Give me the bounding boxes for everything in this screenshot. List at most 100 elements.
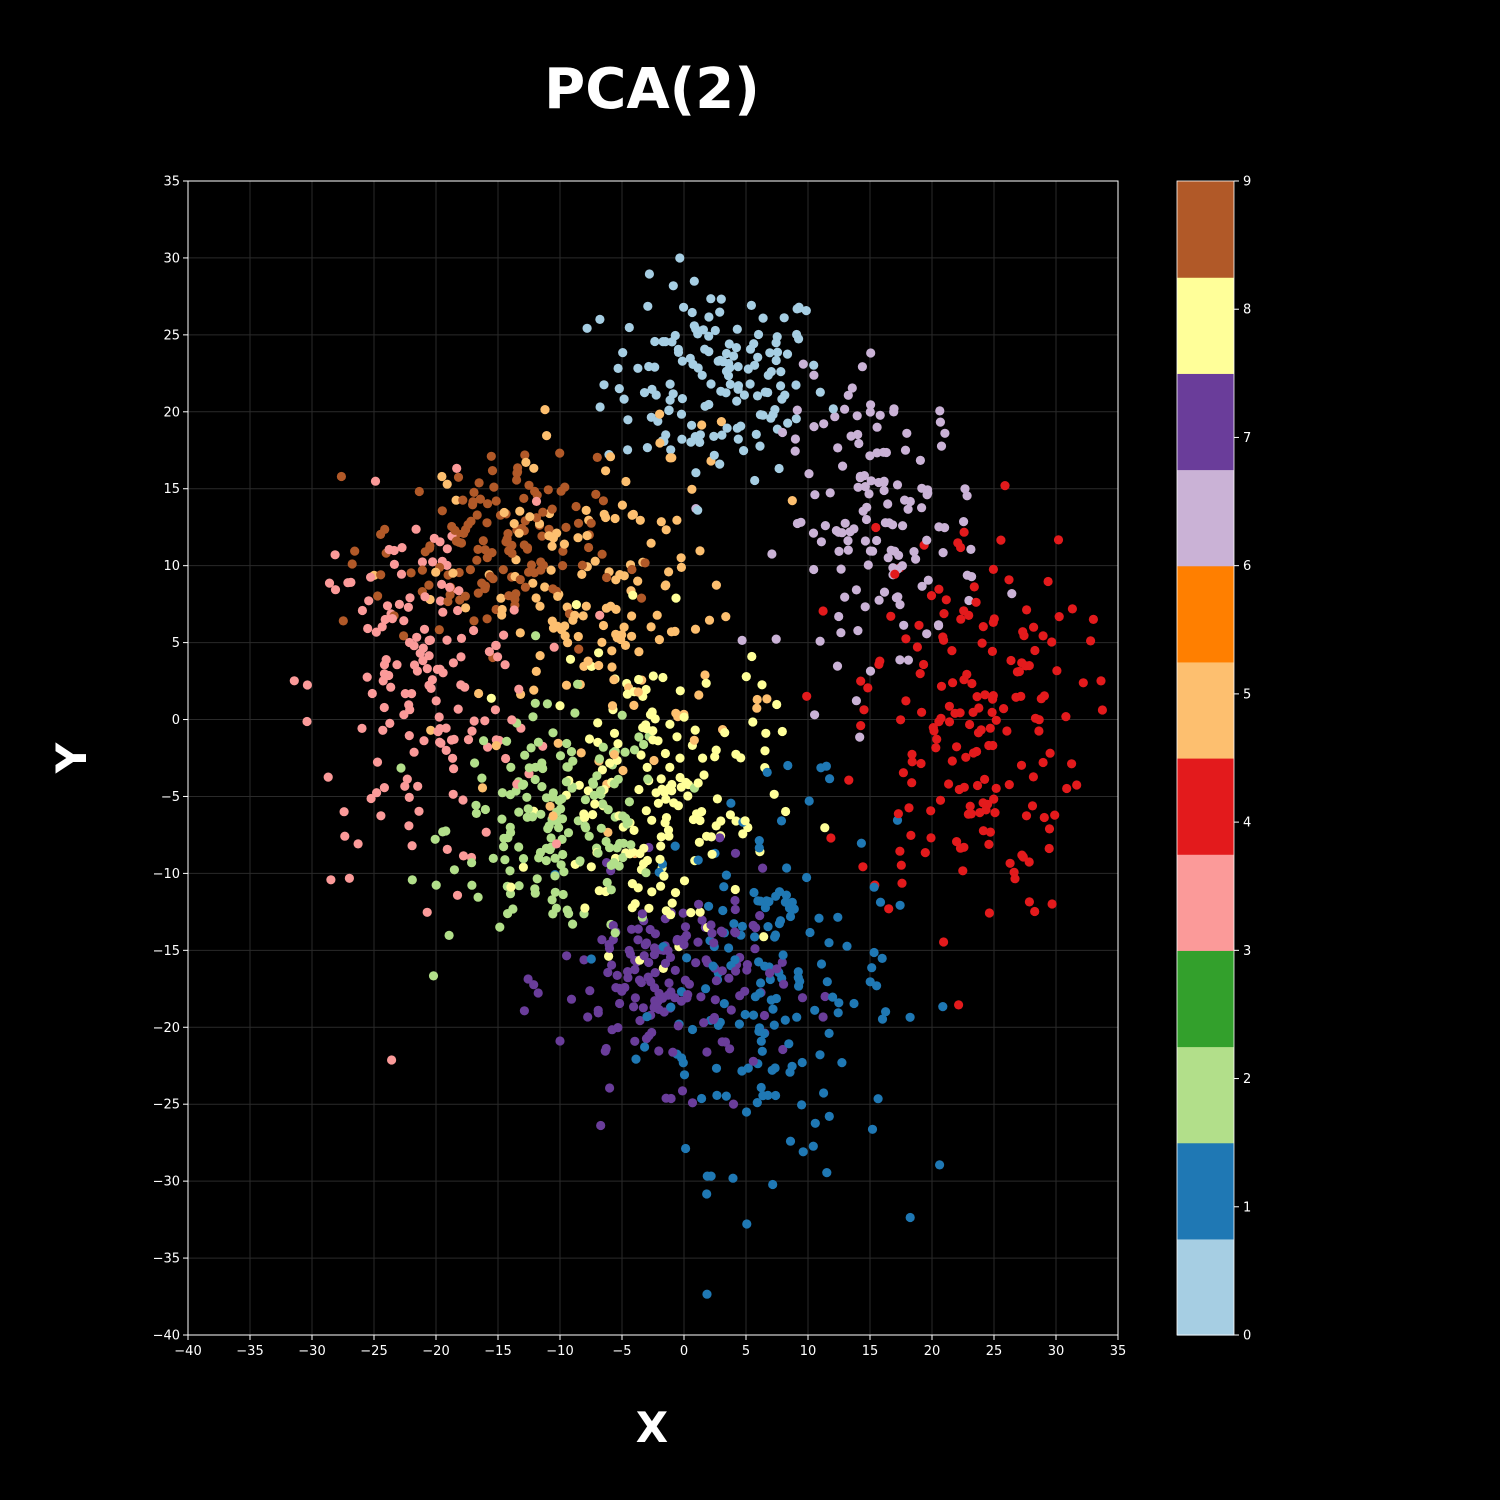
scatter-point-class-6 xyxy=(860,536,871,546)
scatter-point-class-0 xyxy=(642,443,653,453)
scatter-point-class-8 xyxy=(741,672,751,682)
scatter-point-class-0 xyxy=(619,394,629,404)
scatter-point-class-8 xyxy=(650,714,660,724)
scatter-point-class-9 xyxy=(465,565,475,575)
scatter-point-class-7 xyxy=(639,951,649,961)
scatter-point-class-6 xyxy=(845,527,855,537)
scatter-point-class-5 xyxy=(633,687,643,697)
scatter-point-class-4 xyxy=(985,827,996,837)
scatter-point-class-2 xyxy=(506,762,516,772)
scatter-point-class-4 xyxy=(1044,824,1055,834)
scatter-point-class-4 xyxy=(999,704,1009,714)
x-axis-ticks: −40 −35 −30 −25 −20 −15 −10 −5 0 5 10 15 20 25 30 35 xyxy=(174,1335,1126,1359)
scatter-point-class-1 xyxy=(762,767,772,778)
scatter-point-class-2 xyxy=(480,804,490,815)
scatter-point-class-4 xyxy=(1067,759,1077,769)
scatter-point-class-4 xyxy=(1018,627,1028,637)
scatter-point-class-0 xyxy=(809,360,819,370)
scatter-point-class-6 xyxy=(935,417,946,427)
scatter-point-class-0 xyxy=(673,347,684,357)
scatter-point-class-7 xyxy=(730,904,740,915)
scatter-point-class-6 xyxy=(853,429,863,440)
scatter-point-class-6 xyxy=(940,428,950,438)
scatter-point-class-2 xyxy=(470,758,480,768)
scatter-point-class-4 xyxy=(950,708,960,718)
scatter-point-class-5 xyxy=(603,827,613,838)
scatter-point-class-3 xyxy=(490,705,500,715)
scatter-point-class-4 xyxy=(958,866,968,876)
x-tick-label: −30 xyxy=(298,1344,325,1359)
scatter-point-class-1 xyxy=(834,998,844,1008)
scatter-point-class-5 xyxy=(646,622,656,632)
scatter-point-class-4 xyxy=(1072,780,1082,790)
scatter-point-class-5 xyxy=(752,703,762,713)
scatter-point-class-4 xyxy=(1047,899,1057,909)
scatter-point-class-5 xyxy=(634,647,644,657)
scatter-point-class-2 xyxy=(541,843,552,853)
scatter-point-class-2 xyxy=(546,833,556,843)
scatter-point-class-0 xyxy=(782,349,793,359)
scatter-point-class-3 xyxy=(407,841,417,851)
scatter-point-class-2 xyxy=(623,817,633,827)
scatter-point-class-0 xyxy=(774,463,784,474)
scatter-point-class-9 xyxy=(515,575,525,585)
scatter-point-class-7 xyxy=(617,986,627,996)
scatter-point-class-8 xyxy=(686,908,696,918)
scatter-point-class-6 xyxy=(855,732,865,742)
scatter-point-class-6 xyxy=(917,581,927,591)
scatter-point-class-7 xyxy=(519,1006,530,1016)
scatter-point-class-8 xyxy=(690,725,700,735)
scatter-point-class-7 xyxy=(603,967,613,978)
scatter-point-class-1 xyxy=(730,955,740,965)
scatter-point-class-6 xyxy=(878,447,889,457)
scatter-point-class-9 xyxy=(556,486,566,496)
scatter-point-class-0 xyxy=(688,359,698,369)
scatter-point-class-5 xyxy=(535,651,545,661)
scatter-point-class-9 xyxy=(424,580,434,590)
scatter-point-class-3 xyxy=(382,601,393,611)
scatter-point-class-1 xyxy=(869,882,879,892)
scatter-point-class-5 xyxy=(491,741,501,751)
scatter-point-class-5 xyxy=(545,801,555,811)
scatter-point-class-2 xyxy=(593,848,603,858)
scatter-point-class-9 xyxy=(555,448,565,458)
scatter-point-class-7 xyxy=(643,972,653,982)
scatter-point-class-1 xyxy=(771,1090,781,1101)
scatter-point-class-9 xyxy=(548,584,558,594)
scatter-point-class-1 xyxy=(712,1090,722,1100)
scatter-point-class-9 xyxy=(468,500,478,510)
scatter-point-class-0 xyxy=(766,367,776,377)
scatter-point-class-2 xyxy=(589,790,599,800)
scatter-point-class-1 xyxy=(867,963,877,973)
scatter-point-class-3 xyxy=(399,616,409,626)
scatter-point-class-9 xyxy=(491,496,501,506)
scatter-point-class-3 xyxy=(381,655,391,665)
scatter-point-class-1 xyxy=(697,1093,707,1104)
scatter-point-class-1 xyxy=(708,961,718,971)
scatter-point-class-7 xyxy=(607,960,617,970)
scatter-point-class-1 xyxy=(711,1063,722,1073)
scatter-point-class-1 xyxy=(757,1046,767,1056)
scatter-point-class-2 xyxy=(555,751,566,761)
scatter-point-class-8 xyxy=(665,762,675,773)
scatter-point-class-0 xyxy=(715,307,725,317)
scatter-point-class-0 xyxy=(794,302,804,312)
scatter-point-class-0 xyxy=(676,409,687,419)
scatter-point-class-8 xyxy=(716,816,726,826)
scatter-point-class-8 xyxy=(731,816,741,826)
scatter-point-class-2 xyxy=(601,836,611,847)
scatter-point-class-9 xyxy=(512,468,522,478)
scatter-point-class-7 xyxy=(730,848,741,858)
scatter-point-class-7 xyxy=(691,958,701,968)
scatter-point-class-4 xyxy=(1028,772,1038,782)
scatter-point-class-1 xyxy=(764,897,774,907)
scatter-point-class-6 xyxy=(880,518,891,528)
scatter-point-class-9 xyxy=(597,549,607,559)
scatter-point-class-8 xyxy=(683,791,693,801)
x-axis-label: X xyxy=(636,1403,668,1452)
scatter-point-class-6 xyxy=(853,482,863,492)
scatter-point-class-2 xyxy=(550,887,560,897)
scatter-point-class-8 xyxy=(604,951,614,961)
scatter-point-class-1 xyxy=(849,998,859,1009)
scatter-point-class-0 xyxy=(721,348,732,359)
